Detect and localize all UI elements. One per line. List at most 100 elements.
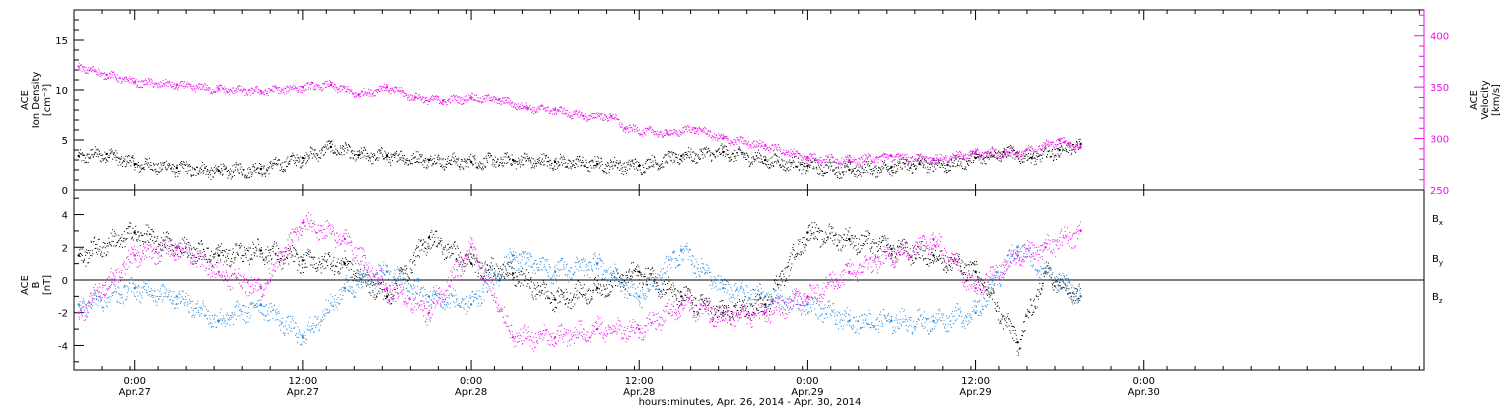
series-1-dot xyxy=(326,80,328,82)
series-1-dot xyxy=(271,88,273,90)
series-0-dot xyxy=(299,160,301,162)
series-0-dot xyxy=(302,165,304,167)
series-b0-dot xyxy=(150,233,152,235)
series-0-dot xyxy=(390,165,392,166)
series-1-dot xyxy=(770,148,772,150)
series-b0-dot xyxy=(149,233,151,235)
series-0-dot xyxy=(1048,145,1050,147)
series-0-dot xyxy=(515,168,517,170)
series-0-dot xyxy=(283,170,285,172)
series-0-dot xyxy=(955,155,957,157)
series-b0-dot xyxy=(211,250,212,252)
series-0-dot xyxy=(209,169,211,171)
series-0-dot xyxy=(219,170,221,172)
series-1-dot xyxy=(321,87,323,89)
series-1-dot xyxy=(869,154,871,156)
series-b0-dot xyxy=(190,249,192,251)
velocity-tick-label-2: 350 xyxy=(1430,83,1449,94)
series-0-dot xyxy=(872,168,874,170)
series-1-dot xyxy=(301,90,303,91)
series-1-dot xyxy=(829,158,831,160)
series-1-dot xyxy=(137,87,139,89)
series-1-dot xyxy=(217,86,219,88)
series-0-dot xyxy=(889,167,891,169)
series-0-dot xyxy=(397,160,398,162)
series-b0-dot xyxy=(220,251,222,253)
series-0-dot xyxy=(350,157,352,159)
series-1-dot xyxy=(157,86,159,88)
series-0-dot xyxy=(238,172,240,174)
series-1-dot xyxy=(814,158,816,160)
series-1-dot xyxy=(500,104,502,106)
series-0-dot xyxy=(515,161,517,163)
series-1-dot xyxy=(933,162,935,164)
series-0-dot xyxy=(706,152,708,154)
series-0-dot xyxy=(389,159,391,161)
series-0-dot xyxy=(127,161,129,163)
series-0-dot xyxy=(192,168,194,170)
series-0-dot xyxy=(265,168,267,170)
series-1-dot xyxy=(424,97,426,99)
series-0-dot xyxy=(116,156,118,158)
series-0-dot xyxy=(518,160,520,162)
series-1-dot xyxy=(311,82,313,84)
series-0-dot xyxy=(713,153,715,155)
series-0-dot xyxy=(951,159,953,161)
series-0-dot xyxy=(206,169,208,170)
series-1-dot xyxy=(785,152,787,154)
series-0-dot xyxy=(905,159,907,161)
series-1-dot xyxy=(97,68,99,70)
series-0-dot xyxy=(353,158,355,160)
series-0-dot xyxy=(873,170,875,172)
series-1-dot xyxy=(519,108,521,110)
series-0-dot xyxy=(538,162,540,164)
series-b0-dot xyxy=(262,252,264,254)
series-0-dot xyxy=(501,163,503,165)
series-1-dot xyxy=(1038,146,1040,148)
series-1-dot xyxy=(609,116,611,118)
series-1-dot xyxy=(417,98,419,100)
series-0-dot xyxy=(948,170,950,172)
series-1-dot xyxy=(860,156,862,158)
series-0-dot xyxy=(947,164,949,166)
series-1-dot xyxy=(828,154,830,156)
series-0-dot xyxy=(796,166,798,168)
series-0-dot xyxy=(522,157,524,159)
series-1-dot xyxy=(144,80,146,82)
series-0-dot xyxy=(704,156,706,158)
series-0-dot xyxy=(131,156,133,158)
series-1-dot xyxy=(526,109,528,111)
series-1-dot xyxy=(785,153,786,155)
series-0-dot xyxy=(695,153,697,155)
series-0-dot xyxy=(768,164,770,166)
series-1-dot xyxy=(497,99,499,101)
series-1-dot xyxy=(144,83,146,85)
series-1-dot xyxy=(359,96,361,97)
series-1-dot xyxy=(1045,139,1047,141)
series-0-dot xyxy=(287,156,289,158)
series-0-dot xyxy=(457,164,459,166)
series-0-dot xyxy=(971,153,973,155)
series-0-dot xyxy=(439,157,441,159)
series-0-dot xyxy=(330,151,332,153)
series-1-dot xyxy=(137,81,139,83)
series-1-dot xyxy=(830,157,832,158)
series-0-dot xyxy=(499,162,501,164)
series-1-dot xyxy=(1072,148,1074,150)
series-1-dot xyxy=(222,88,223,90)
series-0-dot xyxy=(1021,161,1023,163)
series-0-dot xyxy=(404,161,406,163)
series-0-dot xyxy=(605,164,606,165)
series-0-dot xyxy=(206,170,208,172)
series-1-dot xyxy=(299,91,301,93)
series-0-dot xyxy=(82,153,84,155)
series-0-dot xyxy=(512,164,514,166)
series-b0-dot xyxy=(248,250,250,252)
series-1-dot xyxy=(140,86,142,88)
series-1-dot xyxy=(919,155,921,157)
series-b0-dot xyxy=(183,239,185,241)
series-0-dot xyxy=(232,165,234,167)
series-0-dot xyxy=(606,173,608,175)
series-0-dot xyxy=(410,162,412,164)
series-1-dot xyxy=(342,88,344,90)
